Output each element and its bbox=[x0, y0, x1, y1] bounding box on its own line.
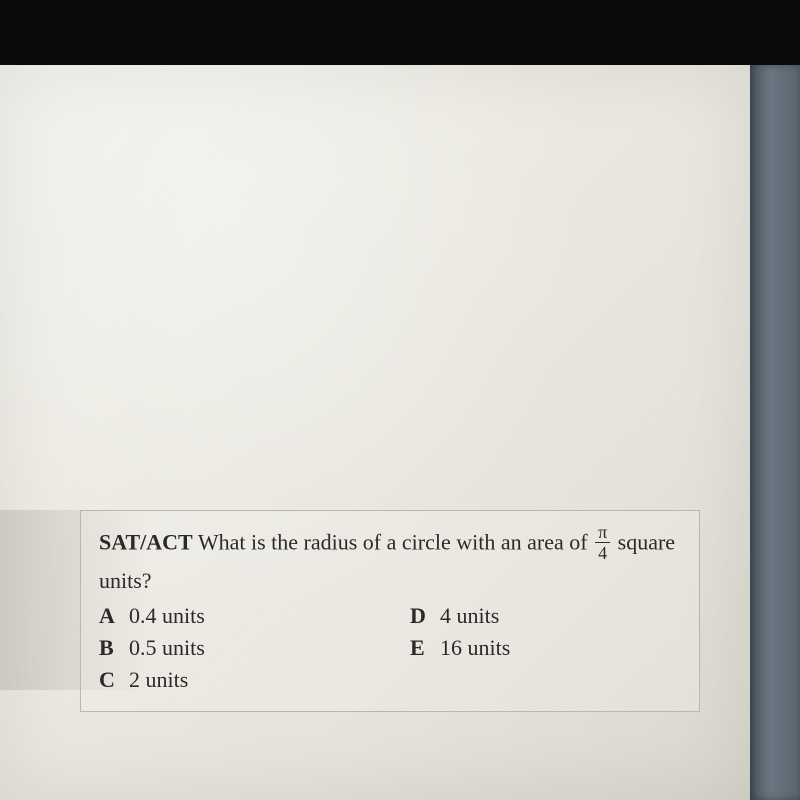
answer-letter: C bbox=[99, 667, 119, 693]
question-text: SAT/ACT What is the radius of a circle w… bbox=[99, 525, 681, 597]
answer-choice-d: D 4 units bbox=[410, 603, 681, 629]
answer-letter: D bbox=[410, 603, 430, 629]
question-label: SAT/ACT bbox=[99, 530, 193, 555]
paper-surface: SAT/ACT What is the radius of a circle w… bbox=[0, 65, 750, 800]
answer-choice-b: B 0.5 units bbox=[99, 635, 370, 661]
answer-text: 2 units bbox=[129, 667, 188, 693]
answer-letter: E bbox=[410, 635, 430, 661]
answer-text: 16 units bbox=[440, 635, 510, 661]
answer-text: 4 units bbox=[440, 603, 499, 629]
answer-letter: B bbox=[99, 635, 119, 661]
question-before: What is the radius of a circle with an a… bbox=[198, 530, 588, 555]
answer-grid: A 0.4 units B 0.5 units C 2 units D 4 un… bbox=[99, 603, 681, 693]
dark-top-bar bbox=[0, 0, 800, 65]
fraction: π 4 bbox=[595, 523, 610, 562]
question-box: SAT/ACT What is the radius of a circle w… bbox=[80, 510, 700, 712]
answer-choice-a: A 0.4 units bbox=[99, 603, 370, 629]
answer-choice-c: C 2 units bbox=[99, 667, 370, 693]
right-edge-strip bbox=[750, 65, 800, 800]
fraction-denominator: 4 bbox=[595, 543, 610, 562]
answer-text: 0.5 units bbox=[129, 635, 205, 661]
fraction-numerator: π bbox=[595, 523, 610, 543]
photo-background: SAT/ACT What is the radius of a circle w… bbox=[0, 0, 800, 800]
answer-text: 0.4 units bbox=[129, 603, 205, 629]
answer-choice-e: E 16 units bbox=[410, 635, 681, 661]
answer-letter: A bbox=[99, 603, 119, 629]
